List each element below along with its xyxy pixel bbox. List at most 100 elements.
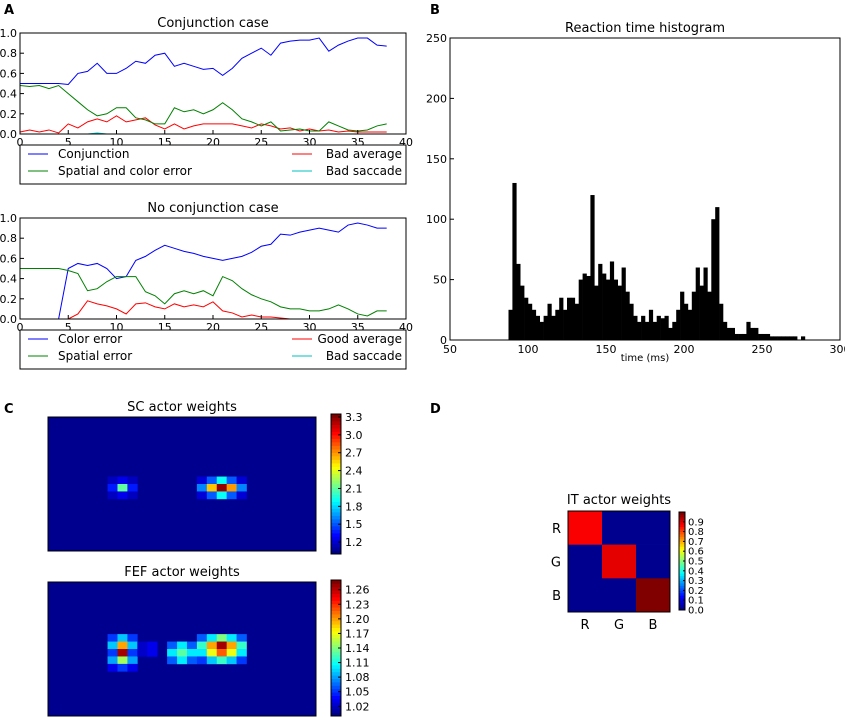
heatmap-cell [206,476,218,485]
colorbar-tick-label: 1.26 [345,584,370,597]
heatmap-cell [107,484,118,492]
y-tick-label: 250 [426,32,447,45]
heatmap-cell [196,484,208,492]
colorbar-segment [331,470,341,474]
colorbar-segment [331,466,341,471]
heatmap-cell [107,656,118,665]
heatmap-cell [167,649,178,657]
histogram-bar [746,321,751,340]
y-tick-label: 0.0 [0,128,17,141]
colorbar-segment [331,526,341,530]
heatmap-cell [117,656,128,665]
colorbar-segment [679,568,685,572]
panel-label-a: A [4,3,14,18]
colorbar-segment [331,424,341,429]
series-line-1 [20,300,387,320]
heatmap-cell [186,641,198,650]
histogram-bar [578,279,583,340]
colorbar-segment [331,644,341,649]
colorbar-segment [331,547,341,551]
y-tick-label: 0.8 [0,47,17,60]
heatmap-cell [167,656,178,665]
histogram-bar [606,279,611,340]
heatmap-cell [117,641,128,650]
heatmap-cell [226,491,237,500]
legend-label: Bad average [326,147,402,161]
colorbar-segment [331,685,341,690]
histogram-bar [664,315,669,340]
colorbar-segment [679,602,685,606]
colorbar-tick-label: 0.7 [688,537,704,548]
colorbar-segment [331,491,341,495]
histogram-bar [645,321,650,340]
colorbar-segment [679,585,685,589]
colorbar-tick-label: 0.0 [688,606,704,617]
colorbar-segment [679,558,685,562]
heatmap-cell [137,641,148,650]
heatmap-cell [236,656,247,665]
histogram-bar [789,336,794,340]
heatmap-cell [107,649,118,657]
row-label: B [552,589,561,604]
heatmap-cell [117,634,128,642]
heatmap-cell [196,649,208,657]
colorbar-segment [331,641,341,645]
colorbar-tick-label: 0.5 [688,557,704,568]
histogram-bar [652,321,657,340]
colorbar-segment [331,637,341,642]
histogram-bar [543,315,548,340]
histogram-bar [726,327,732,340]
colorbar-segment [679,592,685,596]
colorbar-segment [331,459,341,464]
histogram-bar [680,291,685,340]
histogram-bar [641,315,646,340]
colorbar-segment [331,580,341,584]
heatmap-cell [137,649,148,657]
histogram-bar [633,315,638,340]
heatmap-cell [226,484,237,492]
heatmap-cell [216,476,227,485]
colorbar-tick-label: 0.8 [688,527,704,538]
histogram-bar [754,327,759,340]
colorbar-segment [331,533,341,537]
y-tick-label: 0.4 [0,88,17,101]
colorbar-segment [331,597,341,601]
colorbar-segment [331,600,341,605]
colorbar-segment [331,543,341,548]
colorbar-segment [679,565,685,569]
x-tick-label: 300 [830,343,845,356]
heatmap-cell [226,476,237,485]
colorbar-tick-label: 0.4 [688,566,704,577]
heatmap-cell [196,656,208,665]
colorbar-tick-label: 3.3 [345,411,363,424]
colorbar-segment [331,431,341,436]
heatmap-cell [177,649,188,657]
heatmap-cell [216,484,227,492]
colorbar-segment [679,531,685,535]
histogram-bar [656,315,661,340]
matrix-cell [636,511,671,545]
heatmap-cell [127,656,138,665]
colorbar-segment [331,692,341,696]
histogram-bar [613,279,618,340]
y-tick-label: 50 [433,274,447,287]
colorbar-segment [679,512,685,515]
heatmap-cell [206,649,218,657]
histogram-bar [715,207,720,340]
colorbar-segment [331,452,341,457]
colorbar-segment [679,514,685,518]
colorbar-segment [331,688,341,693]
row-label: R [552,522,561,537]
histogram-bar [769,336,774,340]
colorbar-segment [331,658,341,662]
colorbar-segment [331,417,341,422]
colorbar-tick-label: 2.1 [345,482,363,495]
histogram-bar [574,303,579,340]
histogram-bar [535,315,540,340]
histogram-bar [602,273,607,340]
colorbar-segment [331,529,341,534]
heatmap-cell [107,663,118,672]
colorbar-segment [331,536,341,541]
colorbar-segment [331,494,341,499]
